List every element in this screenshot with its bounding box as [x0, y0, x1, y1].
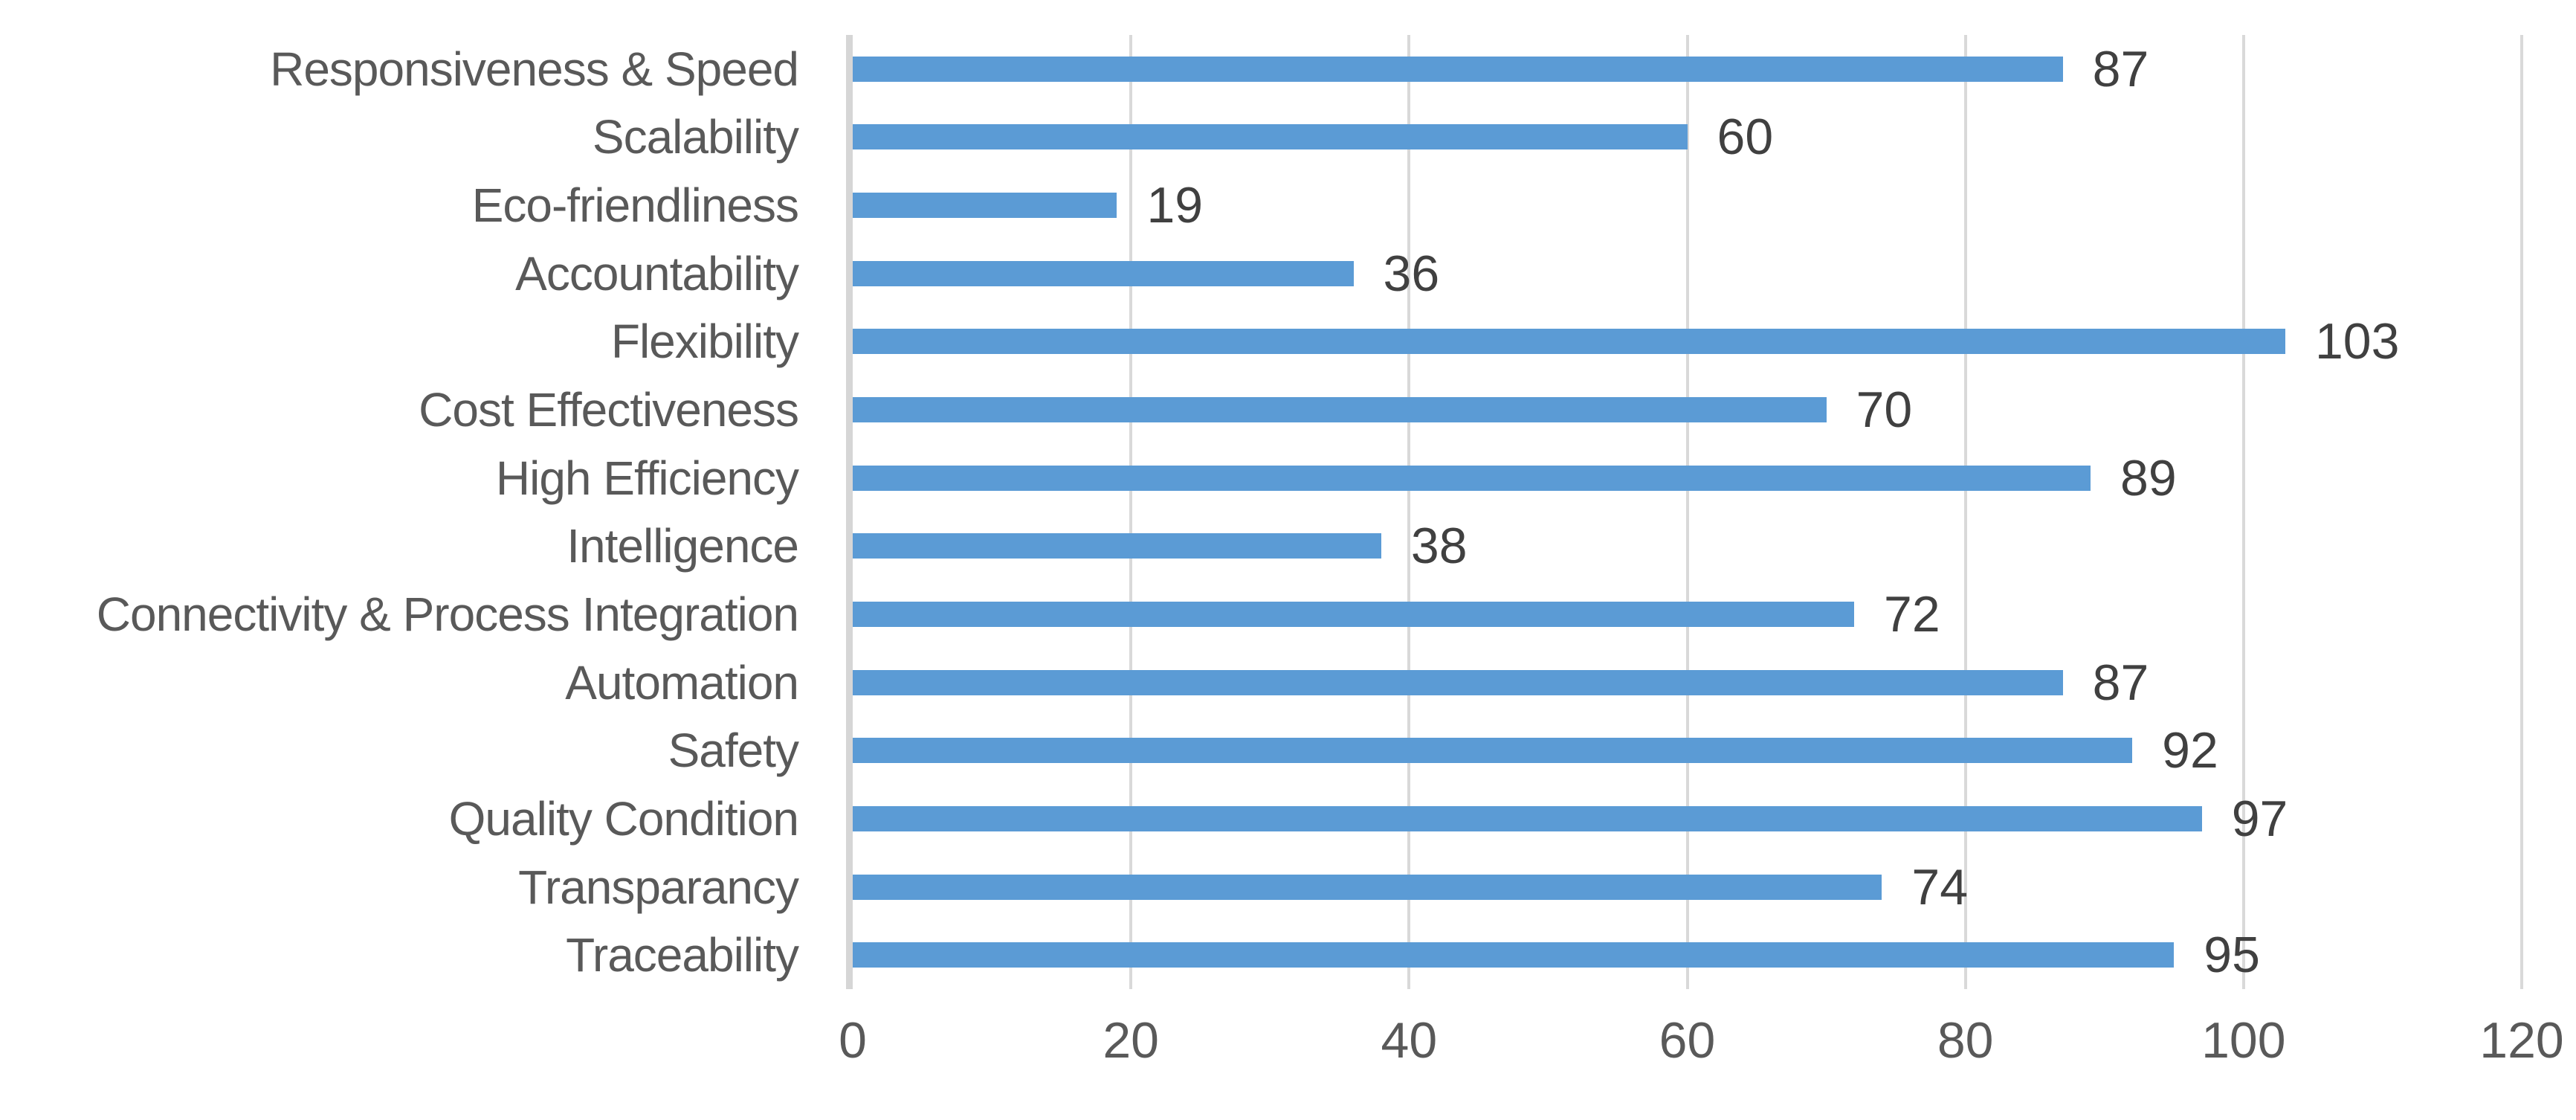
x-tick-label: 80 [1937, 1012, 1994, 1069]
bar-row: Traceability 95 [0, 921, 2576, 989]
bar-track: 38 [853, 512, 2522, 580]
value-label: 19 [1146, 177, 1204, 234]
bar-row: Cost Effectiveness 70 [0, 376, 2576, 444]
bar-track: 89 [853, 444, 2522, 512]
value-label: 89 [2120, 449, 2177, 506]
category-label: Accountability [515, 246, 799, 300]
value-label: 38 [1410, 518, 1468, 575]
value-label: 72 [1884, 585, 1940, 643]
bar-track: 36 [853, 239, 2522, 308]
gridline [2241, 35, 2245, 989]
value-label: 87 [2092, 40, 2149, 97]
value-label: 87 [2092, 654, 2149, 711]
bar: 60 [853, 109, 1773, 165]
value-label: 70 [1856, 382, 1913, 439]
x-tick-label: 60 [1659, 1012, 1716, 1069]
bar-row: Automation 87 [0, 648, 2576, 717]
x-axis: 0 20 40 60 80 100 120 [839, 989, 2564, 1120]
gridline [2520, 35, 2523, 989]
bar-track: 74 [853, 853, 2522, 921]
bar: 89 [853, 450, 2177, 506]
bar-track: 60 [853, 103, 2522, 172]
gridline [1685, 35, 1689, 989]
bar-track: 87 [853, 35, 2522, 103]
bar-track: 92 [853, 716, 2522, 785]
value-label: 60 [1717, 109, 1774, 166]
category-label: Cost Effectiveness [419, 383, 799, 437]
bar: 87 [853, 41, 2149, 97]
bar-row: Flexibility 103 [0, 308, 2576, 376]
value-label: 103 [2314, 313, 2400, 370]
bar-row: Intelligence 38 [0, 512, 2576, 580]
bar-row: Safety 92 [0, 716, 2576, 785]
bar-track: 72 [853, 580, 2522, 648]
gridline [1129, 35, 1133, 989]
bar-track: 87 [853, 648, 2522, 717]
bar: 103 [853, 313, 2399, 370]
bar-track: 103 [853, 308, 2522, 376]
category-label: Transparancy [518, 860, 799, 914]
bar-row: Accountability 36 [0, 239, 2576, 308]
bar-track: 70 [853, 376, 2522, 444]
bar: 19 [853, 177, 1203, 234]
category-label: Eco-friendliness [471, 178, 799, 233]
bar-row: Quality Condition 97 [0, 785, 2576, 853]
bar-row: Scalability 60 [0, 103, 2576, 172]
value-label: 97 [2231, 790, 2288, 847]
bar: 38 [853, 518, 1468, 574]
value-label: 95 [2204, 927, 2260, 984]
bar-row: Responsiveness & Speed 87 [0, 35, 2576, 103]
bar-row: Transparancy 74 [0, 853, 2576, 921]
x-tick-label: 0 [839, 1012, 867, 1069]
bar-row: Connectivity & Process Integration 72 [0, 580, 2576, 648]
category-label: Responsiveness & Speed [270, 42, 799, 96]
bar: 72 [853, 586, 1940, 643]
category-label: Scalability [592, 110, 799, 164]
gridline [1407, 35, 1411, 989]
plot-area [846, 35, 2523, 989]
bar-row: High Efficiency 89 [0, 444, 2576, 512]
value-label: 92 [2162, 722, 2218, 779]
bar-track: 19 [853, 171, 2522, 239]
x-tick-label: 40 [1381, 1012, 1438, 1069]
value-label: 74 [1911, 858, 1969, 915]
bar: 92 [853, 722, 2218, 779]
gridline [1963, 35, 1967, 989]
category-label: Connectivity & Process Integration [96, 587, 799, 641]
category-label: Safety [668, 724, 799, 778]
bar: 87 [853, 654, 2149, 711]
bar: 70 [853, 382, 1912, 438]
bar: 36 [853, 245, 1439, 302]
category-label: Traceability [566, 928, 799, 982]
x-tick-label: 20 [1103, 1012, 1159, 1069]
category-label: Quality Condition [448, 791, 799, 846]
y-axis-line [846, 35, 853, 989]
category-label: Intelligence [566, 519, 799, 573]
bar-track: 95 [853, 921, 2522, 989]
category-label: Automation [565, 655, 799, 709]
category-label: High Efficiency [495, 451, 799, 505]
value-label: 36 [1383, 245, 1440, 302]
category-label: Flexibility [610, 315, 799, 369]
bar: 97 [853, 791, 2288, 847]
bar-row: Eco-friendliness 19 [0, 171, 2576, 239]
bar: 95 [853, 927, 2260, 983]
bar: 74 [853, 859, 1968, 915]
x-tick-label: 100 [2201, 1012, 2286, 1069]
bar-track: 97 [853, 785, 2522, 853]
x-tick-label: 120 [2479, 1012, 2564, 1069]
bar-rows: Responsiveness & Speed 87 Scalability 60… [0, 35, 2576, 989]
